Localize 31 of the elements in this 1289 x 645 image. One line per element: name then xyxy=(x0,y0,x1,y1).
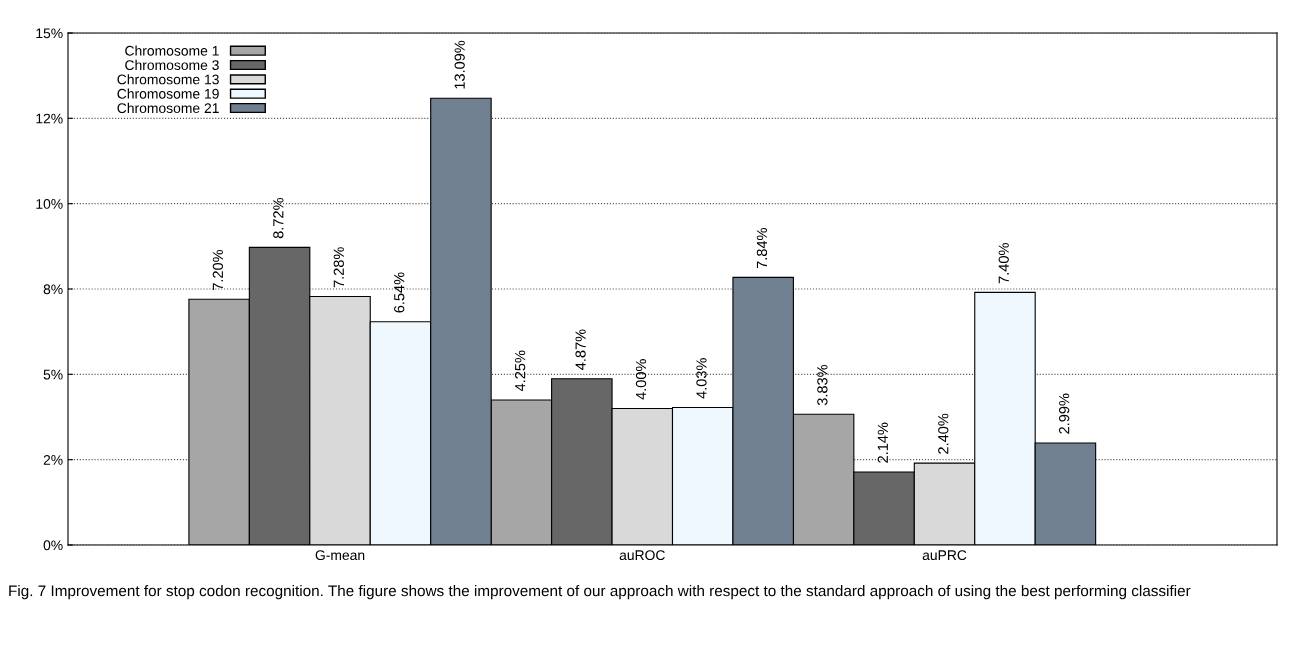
data-label: 4.03% xyxy=(696,358,707,399)
y-tick-label: 0% xyxy=(43,540,63,551)
y-tick-label: 8% xyxy=(43,284,63,295)
data-label: 2.40% xyxy=(938,413,949,454)
data-label: 4.00% xyxy=(635,359,647,400)
data-label: 7.20% xyxy=(212,249,224,290)
data-label: 7.28% xyxy=(333,247,344,288)
data-label: 6.54% xyxy=(394,272,405,313)
data-label: 2.14% xyxy=(877,422,888,463)
data-label: 3.83% xyxy=(817,364,828,406)
y-tick-label: 15% xyxy=(36,28,63,39)
legend-label: Chromosome 1 xyxy=(125,45,219,56)
data-label: 8.72% xyxy=(273,197,284,239)
data-label: 4.87% xyxy=(575,329,586,370)
legend-label: Chromosome 3 xyxy=(125,59,219,71)
data-label: 2.99% xyxy=(1059,393,1070,434)
x-tick-label: auROC xyxy=(619,550,665,561)
y-tick-label: 12% xyxy=(36,113,63,124)
data-label: 7.40% xyxy=(998,243,1009,284)
y-tick-label: 10% xyxy=(36,199,63,209)
legend-label: Chromosome 13 xyxy=(117,74,219,85)
x-tick-label: auPRC xyxy=(922,550,967,561)
data-label: 4.25% xyxy=(514,350,526,392)
data-label: 7.84% xyxy=(756,228,768,269)
y-tick-label: 5% xyxy=(43,369,63,380)
y-tick-label: 2% xyxy=(43,455,63,465)
data-label: 13.09% xyxy=(454,40,465,89)
x-tick-label: G-mean xyxy=(315,550,365,561)
legend-label: Chromosome 19 xyxy=(117,88,219,99)
caption: Fig. 7 Improvement for stop codon recognition. The figure shows the improvement of our approach with respect to the standard approach of using the best performing classifier xyxy=(9,585,1191,600)
legend-label: Chromosome 21 xyxy=(117,102,219,114)
